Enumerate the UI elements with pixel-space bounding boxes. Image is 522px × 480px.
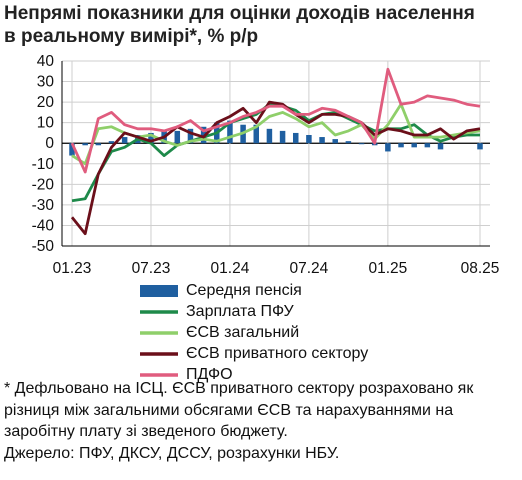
bar-pension [148, 132, 154, 144]
y-tick-label: 30 [37, 74, 55, 91]
bar-pension [95, 143, 102, 146]
bar-pension [69, 143, 75, 156]
x-tick-label: 01.24 [211, 260, 250, 277]
bar-pension [332, 139, 338, 144]
bar-pension [82, 143, 88, 146]
x-tick-label: 07.23 [132, 260, 171, 277]
bar-pension [437, 143, 444, 150]
legend-swatch-esv-total [140, 330, 178, 335]
series-line-1 [71, 102, 480, 203]
bar-pension [227, 120, 233, 144]
bar-pension [121, 137, 128, 144]
legend-label-esv-total: ЄСВ загальний [186, 323, 300, 341]
bar-pension [292, 132, 299, 144]
x-tick-label: 01.23 [53, 260, 92, 277]
legend-item-pension: Середня пенсія [140, 280, 368, 301]
legend-label-pension: Середня пенсія [186, 281, 302, 299]
legend-item-pfu: Зарплата ПФУ [140, 301, 368, 322]
y-tick-label: -50 [32, 238, 55, 255]
bar-pension [174, 130, 181, 144]
bar-pension [108, 141, 115, 144]
bar-pension [200, 126, 207, 144]
legend-item-esv-total: ЄСВ загальний [140, 322, 368, 343]
legend: Середня пенсія Зарплата ПФУ ЄСВ загальни… [140, 280, 368, 385]
y-tick-label: -40 [32, 217, 55, 234]
legend-item-pdfo: ПДФО [140, 364, 368, 385]
legend-item-esv-private: ЄСВ приватного сектору [140, 343, 368, 364]
bar-pension [345, 141, 352, 144]
bar-pension [424, 143, 431, 148]
y-tick-label: 10 [37, 115, 55, 132]
legend-label-pdfo: ПДФО [186, 365, 233, 383]
legend-label-pfu: Зарплата ПФУ [186, 302, 294, 320]
footnote: * Дефльовано на ІСЦ. ЄСВ приватного сект… [4, 378, 518, 464]
legend-swatch-pfu [140, 309, 178, 314]
bar-pension [266, 128, 273, 144]
bar-pension [253, 124, 260, 144]
y-tick-label: -30 [32, 197, 55, 214]
bar-pension [385, 143, 391, 152]
y-tick-label: -20 [32, 176, 55, 193]
bar-pension [411, 143, 417, 148]
x-tick-label: 07.24 [290, 260, 329, 277]
bar-pension [279, 130, 286, 144]
x-tick-label: 01.25 [368, 260, 407, 277]
chart-svg: 40 30 20 10 0 -10 -20 -30 -40 -50 01.23 07.23 01.24 0… [32, 53, 500, 277]
footnote-text: * Дефльовано на ІСЦ. ЄСВ приватного сект… [4, 380, 474, 462]
y-tick-label: -10 [32, 156, 55, 173]
bar-pension [319, 137, 325, 144]
legend-swatch-pension [140, 284, 178, 297]
y-tick-label: 0 [45, 135, 54, 152]
series-line-3 [70, 100, 481, 236]
bar-pension [187, 128, 194, 144]
x-tick-label: 08.25 [461, 260, 500, 277]
series-line-4 [70, 67, 481, 174]
y-tick-label: 40 [37, 53, 55, 70]
legend-swatch-pdfo [140, 372, 178, 377]
bar-pension [477, 143, 483, 150]
chart-title: Непрямі показники для оцінки доходів нас… [4, 3, 475, 47]
y-tick-label: 20 [37, 94, 55, 111]
legend-label-esv-private: ЄСВ приватного сектору [186, 344, 369, 362]
legend-swatch-esv-private [140, 351, 178, 356]
bar-pension [398, 143, 404, 148]
legend-swatch-rect-pension [140, 284, 178, 297]
bar-pension [358, 143, 365, 145]
bar-pension [306, 135, 312, 144]
